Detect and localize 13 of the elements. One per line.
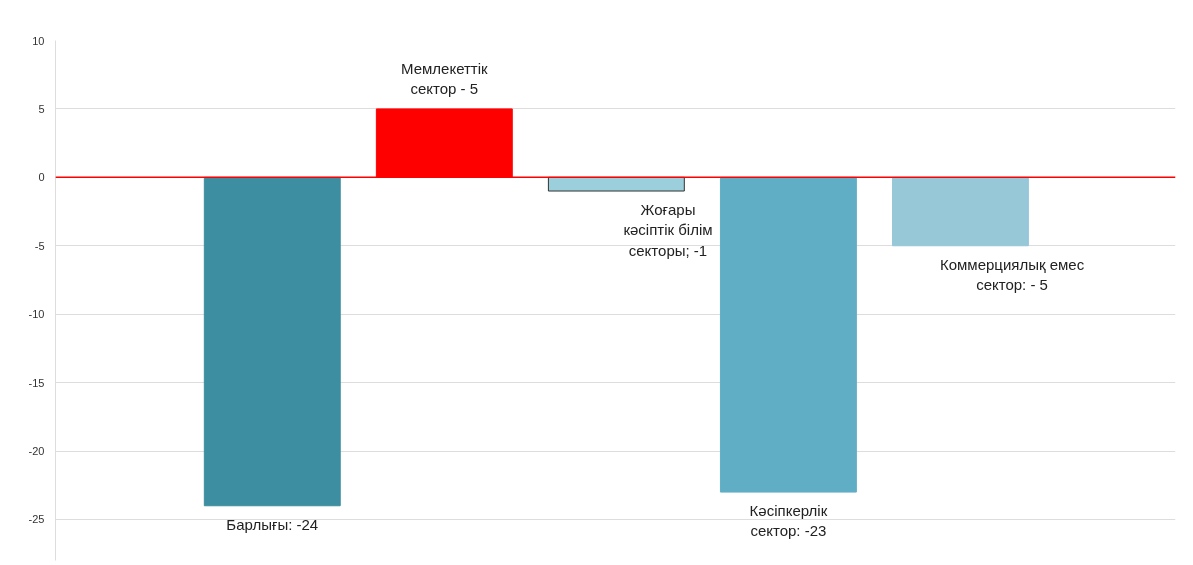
annotation: Барлығы: -24 [226,515,319,533]
y-tick-label: -5 [34,239,45,252]
y-tick-label: 10 [32,34,45,47]
y-tick-label: 0 [38,171,45,184]
y-tick-label: -20 [28,445,45,458]
y-tick-label: -25 [28,513,45,526]
y-tick-label: 5 [38,102,45,115]
y-tick-label: -10 [28,308,45,321]
annotation: Кәсіпкерлік сектор: -23 [749,502,828,540]
annotation: Жоғары кәсіптік білім секторы; -1 [623,201,713,259]
annotation: Коммерциялық емес сектор: - 5 [939,255,1085,294]
y-tick-label: -15 [28,376,45,389]
annotation: Мемлекеттік сектор - 5 [401,59,489,97]
